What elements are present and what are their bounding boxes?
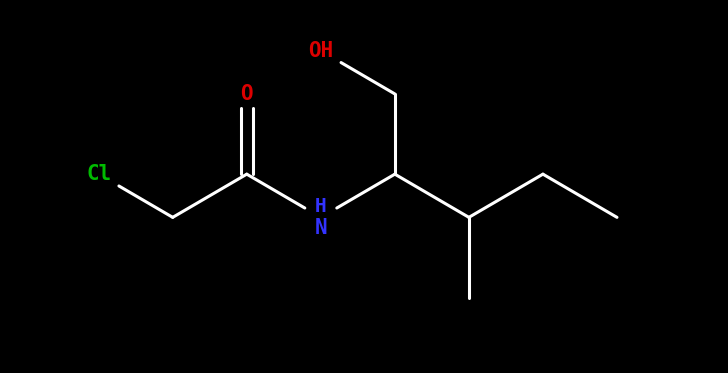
Text: H: H [315, 197, 327, 216]
Text: O: O [240, 84, 253, 104]
Text: Cl: Cl [86, 164, 111, 184]
Text: N: N [314, 219, 327, 238]
Text: OH: OH [308, 41, 333, 61]
